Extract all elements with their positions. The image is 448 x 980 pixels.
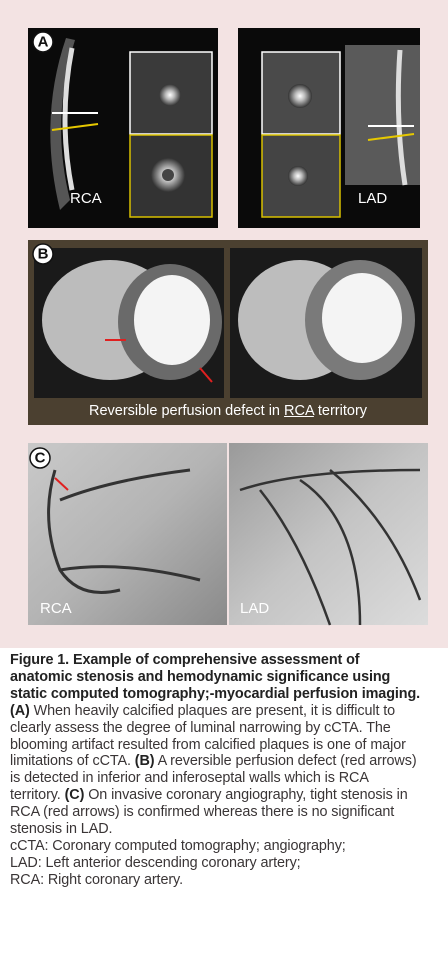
panel-letter: C (35, 450, 46, 467)
panel-label: LAD (358, 190, 387, 207)
panel-letter: B (38, 246, 49, 263)
caption-panel-label: (B) (134, 753, 155, 770)
caption-panel-label: (C) (64, 787, 85, 804)
abbreviation: cCTA: Coronary computed tomography; angi… (10, 837, 346, 854)
caption-text: A reversible perfusion defect (red arrow… (10, 753, 417, 804)
abbreviations: cCTA: Coronary computed tomography; angi… (10, 838, 422, 889)
caption-text: Reversible perfusion defect in (88, 403, 285, 419)
abbreviation: LAD: Left anterior descending coronary a… (10, 854, 301, 871)
panel-label: RCA (70, 190, 102, 207)
figure: RCA LAD A B RCA LAD C (0, 0, 448, 648)
panel-a: RCA LAD A (28, 28, 420, 228)
caption-text: When heavily calcified plaques are prese… (10, 702, 406, 770)
panel-letter: A (38, 34, 49, 51)
panel-label: RCA (40, 600, 72, 617)
caption-text: RCA (284, 403, 314, 419)
caption-title: Figure 1. Example of comprehensive asses… (10, 652, 421, 702)
panel-caption: Reversible perfusion defect in RCA terri… (34, 400, 422, 422)
panel-b: B (28, 240, 428, 425)
caption-text: On invasive coronary angiography, tight … (10, 787, 408, 838)
caption-panel-label: (A) (10, 702, 30, 719)
abbreviation: RCA: Right coronary artery. (10, 871, 183, 888)
figure-caption: Figure 1. Example of comprehensive asses… (10, 652, 422, 889)
caption-body: (A) When heavily calcified plaques are p… (10, 703, 417, 837)
caption-text: territory (313, 403, 368, 419)
panel-c: RCA LAD C (28, 443, 428, 626)
panel-label: LAD (240, 600, 269, 617)
